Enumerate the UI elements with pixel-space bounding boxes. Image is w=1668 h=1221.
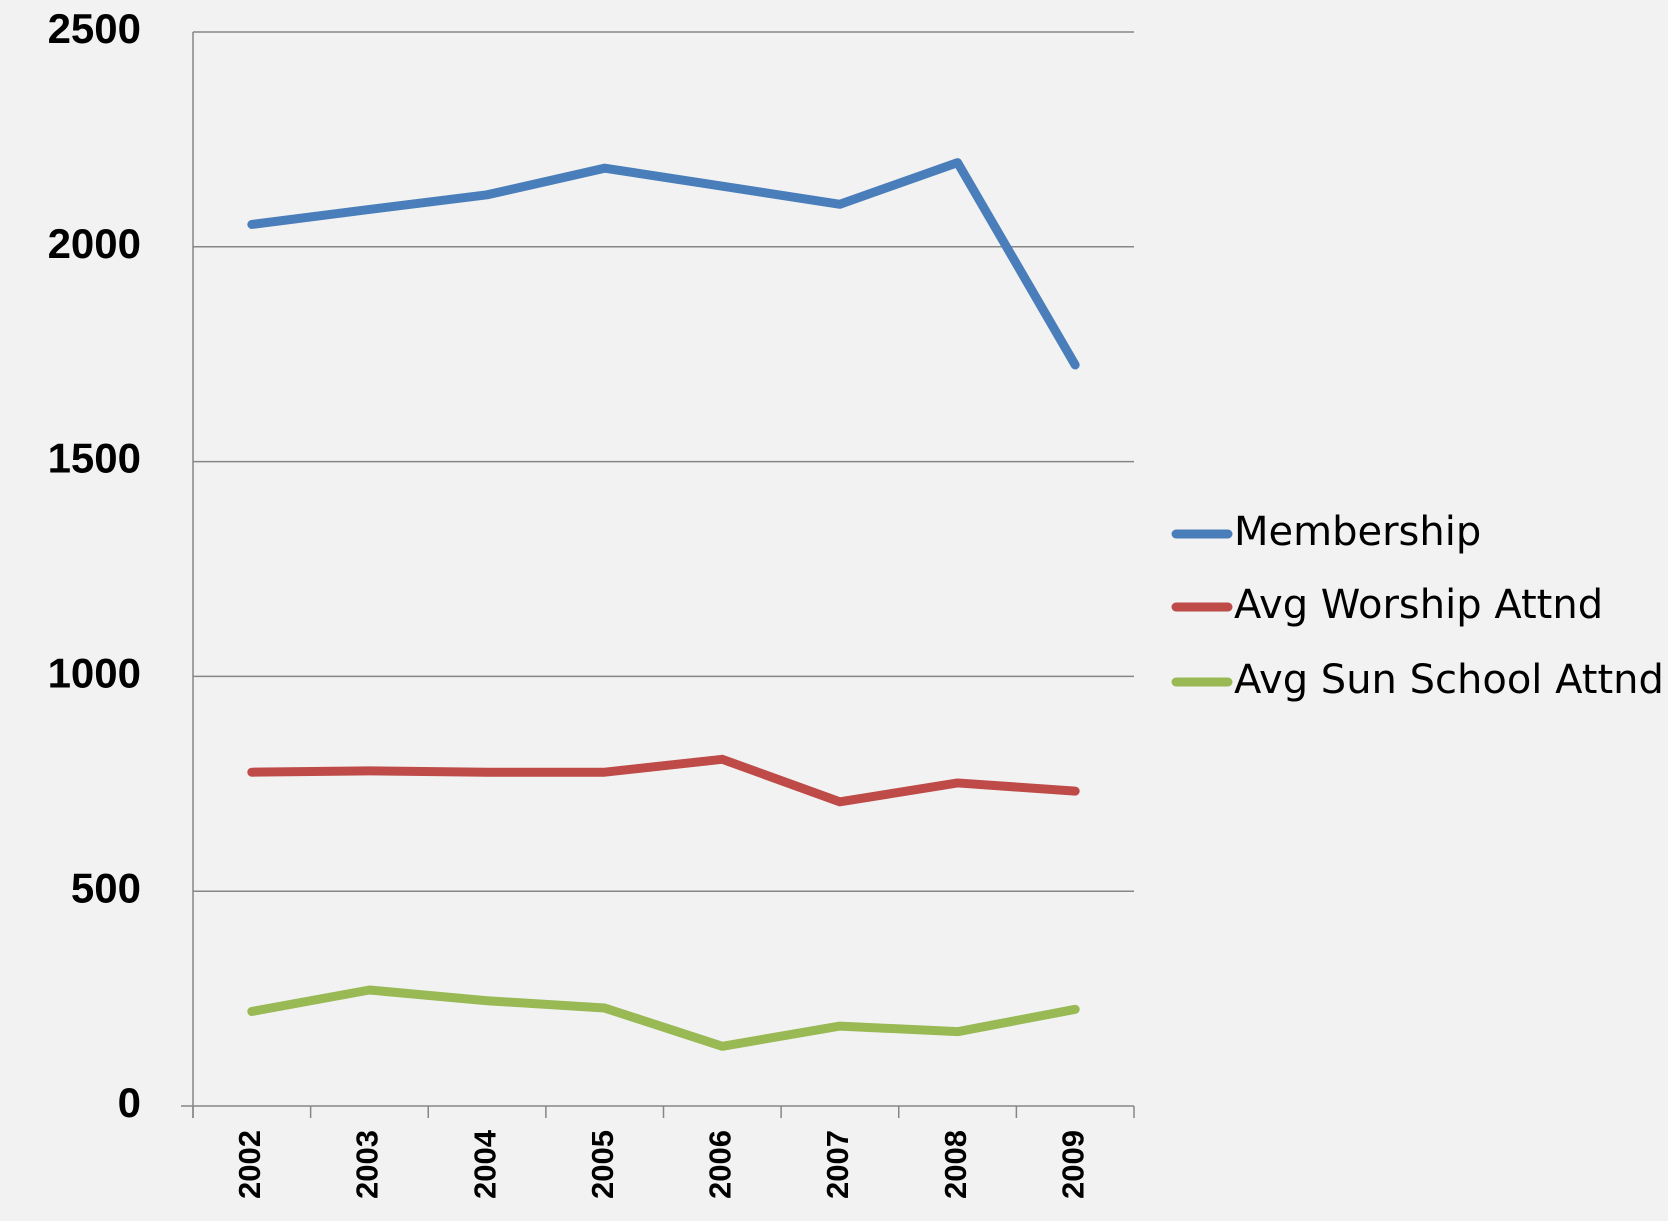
x-tick-label: 2002 [232,1130,267,1199]
legend-label: Avg Sun School Attnd [1234,657,1664,703]
x-tick-label: 2004 [467,1129,502,1199]
y-tick-label: 1500 [48,435,141,482]
x-tick-label: 2009 [1055,1130,1090,1199]
legend-label: Membership [1234,509,1481,555]
y-tick-label: 2500 [48,5,141,52]
y-tick-label: 0 [118,1079,141,1126]
legend-label: Avg Worship Attnd [1234,582,1603,628]
series-line [247,158,1080,370]
series-line [247,754,1080,807]
x-tick-label: 2008 [938,1130,973,1199]
x-tick-label: 2005 [585,1130,620,1199]
y-tick-label: 2000 [48,220,141,267]
x-tick-label: 2007 [820,1130,855,1199]
y-tick-label: 1000 [48,649,141,696]
y-tick-label: 500 [71,864,141,911]
x-tick-label: 2006 [703,1130,738,1199]
x-tick-label: 2003 [350,1130,385,1199]
series-line [247,985,1080,1051]
